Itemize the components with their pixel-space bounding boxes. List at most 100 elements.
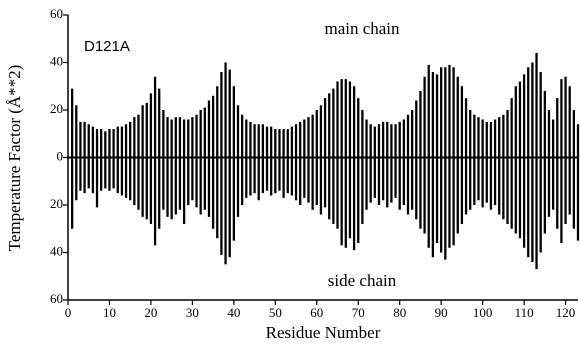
bar xyxy=(502,114,505,158)
bar xyxy=(551,119,555,158)
bar xyxy=(398,121,401,158)
x-tick-label: 30 xyxy=(186,305,199,320)
bar xyxy=(373,157,376,198)
bar xyxy=(257,157,260,201)
y-tick-label: 20 xyxy=(50,101,63,116)
bar xyxy=(398,157,401,210)
bar xyxy=(539,157,542,253)
bar xyxy=(493,119,497,158)
bar xyxy=(182,157,186,224)
bar xyxy=(576,157,580,241)
bar xyxy=(187,119,190,158)
bar xyxy=(456,76,459,158)
bar xyxy=(315,110,318,158)
bar xyxy=(166,117,169,158)
bar xyxy=(311,114,314,158)
bar xyxy=(71,88,74,158)
bar xyxy=(195,157,198,208)
bar xyxy=(357,98,360,158)
bar xyxy=(344,157,347,248)
bar xyxy=(473,157,476,205)
bar xyxy=(539,72,542,158)
bar xyxy=(195,114,198,158)
bar xyxy=(290,126,294,158)
bar xyxy=(307,157,310,203)
bar xyxy=(319,157,323,215)
bar xyxy=(87,157,90,189)
x-tick-label: 10 xyxy=(103,305,116,320)
bar xyxy=(348,81,352,158)
bar xyxy=(464,157,468,215)
bar xyxy=(75,105,78,158)
bar xyxy=(137,157,140,210)
y-tick-label: 60 xyxy=(50,6,63,21)
bar xyxy=(369,124,372,158)
bar xyxy=(274,157,277,194)
bar xyxy=(435,157,439,243)
bar xyxy=(199,110,202,158)
bar xyxy=(216,86,219,158)
x-tick-label: 60 xyxy=(310,305,323,320)
bar xyxy=(498,117,501,158)
bar xyxy=(547,157,551,217)
bar xyxy=(112,129,115,158)
bar xyxy=(460,157,464,224)
bar xyxy=(328,157,331,220)
bar xyxy=(162,157,165,210)
bar xyxy=(95,157,99,208)
bar xyxy=(473,114,476,158)
bar xyxy=(265,157,269,191)
bar xyxy=(149,157,153,224)
bar xyxy=(506,110,509,158)
bar xyxy=(232,86,235,158)
bar xyxy=(423,157,426,234)
bar xyxy=(332,88,335,158)
bar xyxy=(91,157,95,194)
bar xyxy=(116,157,119,194)
bar xyxy=(170,119,173,158)
bar xyxy=(141,105,144,158)
bar xyxy=(402,119,405,158)
bar xyxy=(207,157,211,217)
bar xyxy=(344,79,347,158)
bar xyxy=(381,157,385,201)
x-tick-label: 20 xyxy=(144,305,157,320)
bar xyxy=(481,157,484,208)
bar xyxy=(174,157,177,215)
bar xyxy=(79,157,82,191)
bar xyxy=(290,157,294,196)
bar xyxy=(108,129,111,158)
bar xyxy=(460,86,464,158)
bar xyxy=(456,157,459,234)
bar xyxy=(236,157,240,217)
bar xyxy=(153,157,157,246)
bar xyxy=(91,126,95,158)
bar xyxy=(572,110,575,158)
bar xyxy=(203,157,206,210)
bar xyxy=(241,157,244,205)
bar xyxy=(274,129,277,158)
bar xyxy=(531,62,534,158)
bar xyxy=(270,157,273,196)
bar xyxy=(137,114,140,158)
bar xyxy=(469,110,472,158)
y-axis-title: Temperature Factor (Å**2) xyxy=(5,65,24,252)
bar xyxy=(278,129,281,158)
bar xyxy=(257,124,260,158)
bar xyxy=(493,157,497,205)
bar xyxy=(303,157,306,198)
bar xyxy=(282,129,285,158)
bar xyxy=(386,157,389,208)
x-tick-label: 90 xyxy=(435,305,448,320)
bar xyxy=(381,121,385,158)
bar xyxy=(120,157,124,196)
bar xyxy=(402,157,405,205)
bar xyxy=(415,157,418,220)
x-tick-label: 50 xyxy=(269,305,282,320)
annotation: main chain xyxy=(324,19,400,38)
bar xyxy=(336,81,339,158)
bar xyxy=(477,117,480,158)
bar xyxy=(178,157,182,210)
bar xyxy=(319,105,323,158)
bar xyxy=(556,98,559,158)
